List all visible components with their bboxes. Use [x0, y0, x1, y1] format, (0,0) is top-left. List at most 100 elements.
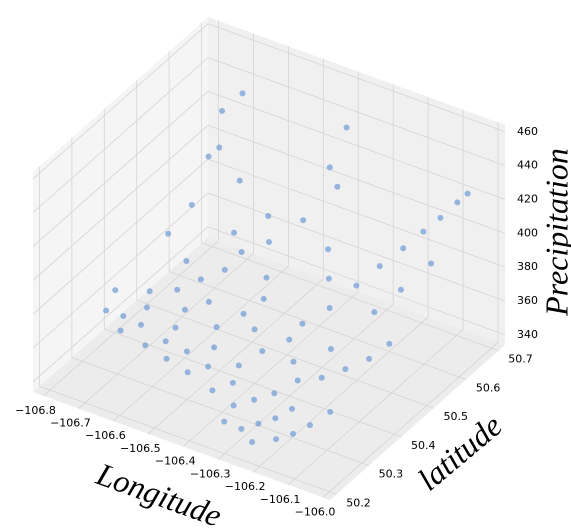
- y-grid-line: [39, 385, 337, 495]
- z-grid-line: [32, 125, 209, 281]
- x-tick-label: −106.6: [85, 429, 126, 442]
- point: [163, 355, 170, 362]
- point: [263, 274, 270, 281]
- point: [146, 288, 153, 295]
- x-grid-line: [252, 316, 429, 473]
- point: [299, 320, 306, 327]
- x-tick-label: −106.0: [295, 505, 336, 518]
- point: [271, 390, 278, 397]
- point: [221, 266, 228, 273]
- y-tick-label: 50.5: [443, 410, 468, 423]
- point: [231, 229, 238, 236]
- z-grid-line: [32, 91, 209, 247]
- floor-pane: [33, 237, 505, 500]
- z-grid-line: [207, 158, 506, 268]
- y-tick-label: 50.7: [508, 353, 533, 366]
- point: [428, 260, 435, 267]
- point: [273, 436, 280, 443]
- point: [209, 387, 216, 394]
- point: [205, 298, 212, 305]
- z-tick-label: 400: [517, 226, 538, 239]
- point: [165, 230, 172, 237]
- point: [327, 346, 334, 353]
- point: [172, 324, 179, 331]
- x-grid-line: [322, 342, 499, 498]
- point: [464, 190, 471, 197]
- x-tick-label: −106.3: [190, 467, 231, 480]
- point: [325, 275, 332, 282]
- x-grid-line: [43, 240, 219, 397]
- z-grid-line: [32, 226, 209, 383]
- point: [230, 402, 237, 409]
- point: [454, 199, 461, 206]
- point: [290, 430, 297, 437]
- point: [138, 321, 145, 328]
- point: [265, 238, 272, 245]
- point: [342, 366, 349, 373]
- point: [366, 355, 373, 362]
- point: [183, 348, 190, 355]
- x-tick-label: −106.2: [225, 480, 266, 493]
- point: [103, 307, 110, 314]
- x-grid-line: [113, 265, 289, 422]
- point: [326, 304, 333, 311]
- point: [120, 313, 127, 320]
- panes: [33, 17, 505, 500]
- z-tick-label: 440: [517, 159, 538, 172]
- point: [181, 306, 188, 313]
- point: [334, 183, 341, 190]
- point: [371, 309, 378, 316]
- z-tick-label: 380: [517, 260, 538, 273]
- y-grid-line: [168, 271, 467, 380]
- point: [400, 245, 407, 252]
- point: [437, 214, 444, 221]
- point: [216, 144, 223, 151]
- z-grid-line: [32, 192, 209, 349]
- x-grid-line: [217, 304, 394, 460]
- point: [240, 310, 247, 317]
- y-grid-line: [136, 299, 434, 409]
- y-tick-label: 50.2: [346, 496, 371, 509]
- point: [239, 90, 246, 97]
- y-grid-line: [201, 242, 499, 352]
- z-grid-line: [32, 23, 209, 180]
- point: [205, 363, 212, 370]
- grid: [32, 20, 506, 498]
- point: [235, 362, 242, 369]
- z-tick-label: 460: [517, 125, 538, 138]
- point: [272, 415, 279, 422]
- point: [326, 164, 333, 171]
- point: [238, 425, 245, 432]
- x-grid-line: [287, 329, 464, 486]
- x-tick-label: −106.8: [15, 404, 56, 417]
- point: [325, 246, 332, 253]
- point: [251, 326, 258, 333]
- point: [188, 201, 195, 208]
- point: [260, 295, 267, 302]
- x-tick-label: −106.1: [260, 493, 301, 506]
- point: [205, 153, 212, 160]
- x-grid-line: [182, 291, 359, 447]
- z-grid-line: [207, 57, 506, 166]
- point: [183, 257, 190, 264]
- point: [184, 369, 191, 376]
- z-grid-line: [207, 192, 506, 302]
- point: [251, 396, 258, 403]
- point: [397, 286, 404, 293]
- z-grid-line: [207, 124, 506, 234]
- point: [353, 282, 360, 289]
- point: [294, 377, 301, 384]
- left-pane: [33, 17, 208, 392]
- labels: −106.8−106.7−106.6−106.5−106.4−106.3−106…: [15, 125, 538, 519]
- point: [376, 263, 383, 270]
- point: [238, 248, 245, 255]
- points: [103, 90, 471, 445]
- point: [265, 213, 272, 220]
- point: [255, 420, 262, 427]
- y-grid-line: [71, 357, 370, 466]
- y-tick-label: 50.6: [476, 381, 501, 394]
- y-tick-label: 50.3: [379, 468, 404, 481]
- point: [343, 124, 350, 131]
- z-axis-title: Precipitation: [538, 148, 571, 317]
